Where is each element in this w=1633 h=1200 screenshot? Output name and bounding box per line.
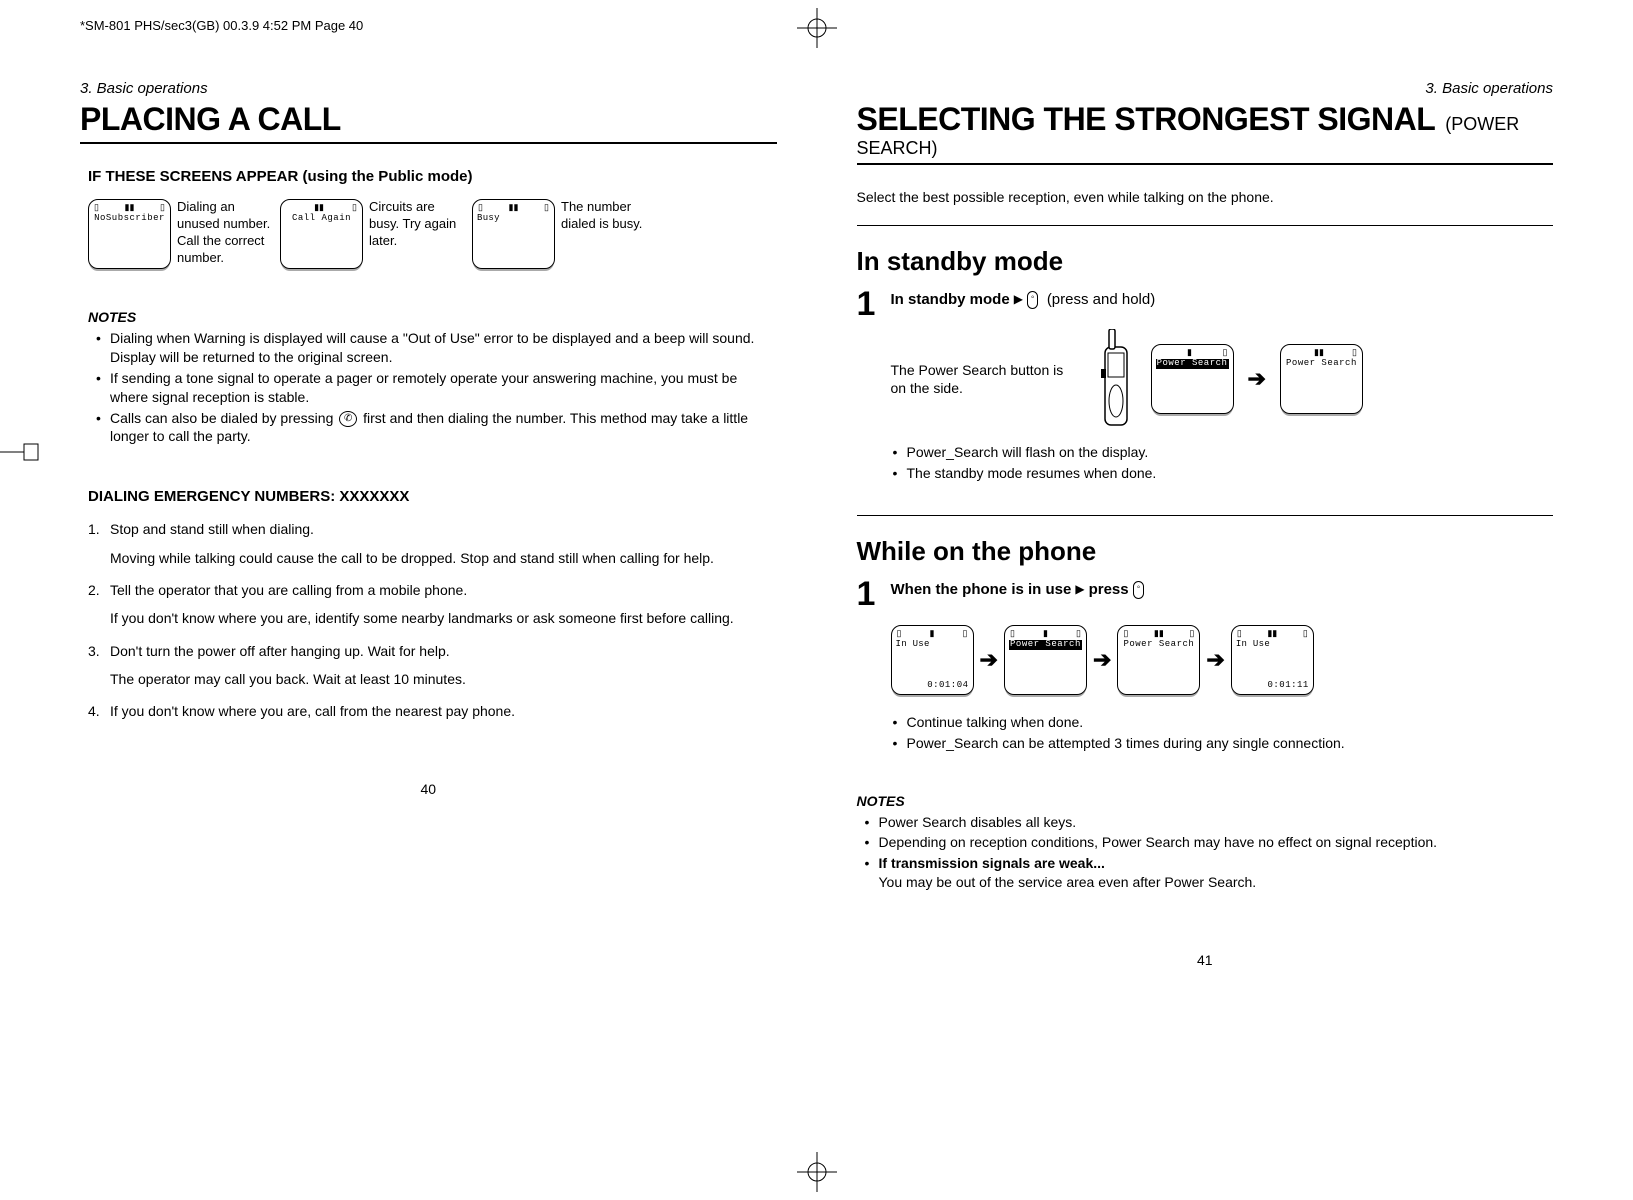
page-number: 41 bbox=[857, 952, 1554, 968]
screen-item: ▯▮▮▯ NoSubscriber Dialing an unused numb… bbox=[88, 199, 272, 269]
screen-text: Call Again bbox=[285, 214, 358, 224]
right-notes: NOTES Power Search disables all keys. De… bbox=[857, 793, 1554, 893]
section-label: 3. Basic operations bbox=[80, 80, 777, 97]
arrow-icon: ➔ bbox=[1206, 647, 1224, 673]
screen-text: Power Search bbox=[1122, 640, 1195, 650]
page-right: 3. Basic operations SELECTING THE STRONG… bbox=[857, 80, 1554, 968]
notes-list: Power Search disables all keys. Dependin… bbox=[857, 813, 1554, 893]
list-item: Continue talking when done. bbox=[907, 713, 1554, 732]
screen-desc: Circuits are busy. Try again later. bbox=[369, 199, 464, 250]
page-number: 40 bbox=[80, 781, 777, 797]
side-key-icon: ◦ bbox=[1027, 291, 1039, 309]
print-header: *SM-801 PHS/sec3(GB) 00.3.9 4:52 PM Page… bbox=[80, 18, 363, 33]
list-item: Calls can also be dialed by pressing ✆ f… bbox=[110, 409, 777, 447]
phone-screen-icon: ▯▮▮▯ Power Search bbox=[1117, 625, 1200, 695]
side-key-icon: ◦ bbox=[1133, 581, 1145, 599]
phone-screen-icon: ▯▮▯ Power Search bbox=[1004, 625, 1087, 695]
list-item: Tell the operator that you are calling f… bbox=[110, 580, 777, 629]
step-row: 1 When the phone is in use▶press ◦ bbox=[857, 577, 1554, 611]
screen-text: Power Search bbox=[1009, 640, 1082, 650]
list-item: Stop and stand still when dialing. Movin… bbox=[110, 519, 777, 568]
phone-screen-icon: ▯▮▯ In Use 0:01:04 bbox=[891, 625, 974, 695]
screen-item: ▯▮▮▯ Busy The number dialed is busy. bbox=[472, 199, 656, 269]
phone-screen-icon: ▮▮▯ Call Again bbox=[280, 199, 363, 269]
phone-screen-icon: ▯▮▮▯ NoSubscriber bbox=[88, 199, 171, 269]
arrow-icon: ➔ bbox=[1248, 366, 1266, 392]
page-left: 3. Basic operations PLACING A CALL IF TH… bbox=[80, 80, 777, 968]
page-title: SELECTING THE STRONGEST SIGNAL bbox=[857, 101, 1436, 137]
emergency-list: Stop and stand still when dialing. Movin… bbox=[88, 519, 777, 721]
screen-text: Power Search bbox=[1285, 359, 1358, 369]
list-item: Depending on reception conditions, Power… bbox=[879, 833, 1554, 852]
screen-text: In Use bbox=[896, 640, 969, 650]
phone-key-icon: ✆ bbox=[339, 411, 357, 427]
screen-text: Busy bbox=[477, 214, 550, 224]
mode-heading: While on the phone bbox=[857, 536, 1554, 567]
phone-screen-icon: ▮▯ Power Search bbox=[1151, 344, 1234, 414]
section-label: 3. Basic operations bbox=[857, 80, 1554, 97]
phone-screen-icon: ▯▮▮▯ Busy bbox=[472, 199, 555, 269]
sub-note: The Power Search button is on the side. bbox=[891, 361, 1081, 397]
screen-text: NoSubscriber bbox=[93, 214, 166, 224]
step-text: In standby mode▶◦ (press and hold) bbox=[891, 287, 1156, 309]
emergency-heading: DIALING EMERGENCY NUMBERS: XXXXXXX bbox=[88, 488, 777, 505]
list-item: If you don't know where you are, call fr… bbox=[110, 701, 777, 721]
step-row: 1 In standby mode▶◦ (press and hold) bbox=[857, 287, 1554, 321]
arrow-icon: ➔ bbox=[980, 647, 998, 673]
notes-list: Dialing when Warning is displayed will c… bbox=[88, 329, 777, 446]
page-spread: 3. Basic operations PLACING A CALL IF TH… bbox=[0, 0, 1633, 1008]
screen-time: 0:01:11 bbox=[1268, 681, 1309, 691]
list-item: If transmission signals are weak... You … bbox=[879, 854, 1554, 892]
list-item: Power_Search will flash on the display. bbox=[907, 443, 1554, 462]
step-text: When the phone is in use▶press ◦ bbox=[891, 577, 1145, 599]
step-number: 1 bbox=[857, 577, 883, 611]
screens-row: ▯▮▮▯ NoSubscriber Dialing an unused numb… bbox=[88, 199, 777, 269]
screen-text: Power Search bbox=[1156, 359, 1229, 369]
notes-label: NOTES bbox=[88, 309, 777, 325]
screen-item: ▮▮▯ Call Again Circuits are busy. Try ag… bbox=[280, 199, 464, 269]
list-item: If sending a tone signal to operate a pa… bbox=[110, 369, 777, 407]
list-item: Don't turn the power off after hanging u… bbox=[110, 641, 777, 690]
list-item: Dialing when Warning is displayed will c… bbox=[110, 329, 777, 367]
screen-time: 0:01:04 bbox=[927, 681, 968, 691]
screen-desc: Dialing an unused number. Call the corre… bbox=[177, 199, 272, 267]
list-item: Power Search disables all keys. bbox=[879, 813, 1554, 832]
standby-bullets: Power_Search will flash on the display. … bbox=[857, 443, 1554, 483]
onphone-bullets: Continue talking when done. Power_Search… bbox=[857, 713, 1554, 753]
intro-text: Select the best possible reception, even… bbox=[857, 189, 1554, 205]
list-item: The standby mode resumes when done. bbox=[907, 464, 1554, 483]
screen-text: In Use bbox=[1236, 640, 1309, 650]
page-title-row: SELECTING THE STRONGEST SIGNAL (POWER SE… bbox=[857, 101, 1554, 165]
page-title: PLACING A CALL bbox=[80, 101, 341, 137]
step-number: 1 bbox=[857, 287, 883, 321]
registration-mark-top bbox=[797, 8, 837, 48]
standby-diagram: The Power Search button is on the side. … bbox=[857, 329, 1554, 429]
page-title-row: PLACING A CALL bbox=[80, 101, 777, 144]
side-tick-icon bbox=[0, 440, 40, 464]
left-content: IF THESE SCREENS APPEAR (using the Publi… bbox=[80, 168, 777, 721]
arrow-icon: ➔ bbox=[1093, 647, 1111, 673]
screen-desc: The number dialed is busy. bbox=[561, 199, 656, 233]
mode-heading: In standby mode bbox=[857, 246, 1554, 277]
sub-heading: IF THESE SCREENS APPEAR (using the Publi… bbox=[88, 168, 777, 185]
on-phone-screens: ▯▮▯ In Use 0:01:04 ➔ ▯▮▯ Power Search ➔ … bbox=[857, 625, 1554, 695]
registration-mark-bottom bbox=[797, 1152, 837, 1192]
phone-screen-icon: ▯▮▮▯ In Use 0:01:11 bbox=[1231, 625, 1314, 695]
list-item: Power_Search can be attempted 3 times du… bbox=[907, 734, 1554, 753]
phone-screen-icon: ▮▮▯ Power Search bbox=[1280, 344, 1363, 414]
phone-device-icon bbox=[1095, 329, 1137, 429]
notes-label: NOTES bbox=[857, 793, 1554, 809]
